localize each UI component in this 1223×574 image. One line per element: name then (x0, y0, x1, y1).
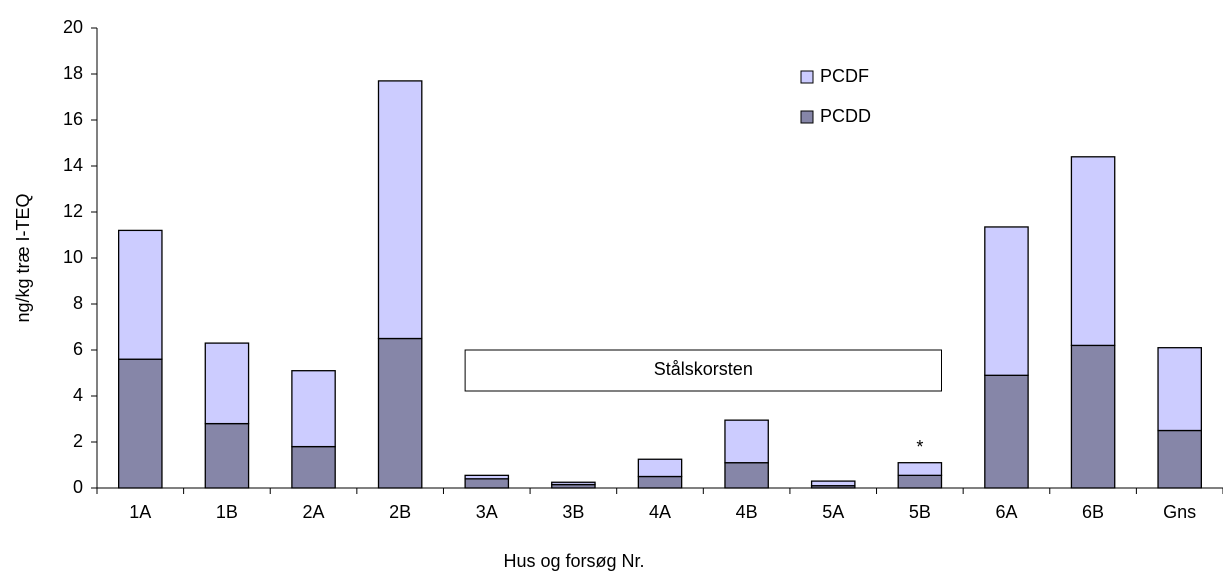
y-tick-label: 16 (63, 109, 83, 129)
x-tick-label: Gns (1163, 502, 1196, 522)
x-axis-label: Hus og forsøg Nr. (503, 551, 644, 571)
x-tick-label: 3A (476, 502, 498, 522)
bar-segment (377, 337, 423, 489)
annotation-note: * (916, 437, 923, 457)
bar-segment (1157, 429, 1202, 489)
bar-segment (377, 80, 423, 340)
bar-segment (897, 462, 943, 477)
x-tick-label: 6B (1082, 502, 1104, 522)
y-tick-label: 18 (63, 63, 83, 83)
y-tick-label: 14 (63, 155, 83, 175)
x-tick-label: 1A (129, 502, 151, 522)
y-tick-label: 0 (73, 477, 83, 497)
x-tick-label: 5B (909, 502, 931, 522)
annotation-box (464, 349, 942, 392)
y-tick-label: 2 (73, 431, 83, 451)
legend-swatch (800, 110, 814, 124)
bar-segment (637, 458, 683, 478)
bar-segment (291, 370, 336, 448)
x-tick-label: 6A (995, 502, 1017, 522)
legend-swatch (800, 70, 814, 84)
y-axis-label: ng/kg træ I-TEQ (13, 193, 33, 322)
bar-segment (204, 422, 250, 489)
x-tick-label: 4B (736, 502, 758, 522)
bar-segment (204, 342, 250, 425)
bar-segment (464, 474, 510, 480)
x-tick-label: 2A (303, 502, 325, 522)
x-tick-label: 2B (389, 502, 411, 522)
y-tick-label: 12 (63, 201, 83, 221)
bar-segment (1070, 156, 1116, 347)
bar-segment (724, 462, 769, 489)
y-tick-label: 6 (73, 339, 83, 359)
legend-label: PCDD (820, 106, 871, 126)
x-tick-label: 4A (649, 502, 671, 522)
bar-segment (118, 358, 163, 489)
x-tick-label: 5A (822, 502, 844, 522)
bar-segment (291, 445, 336, 489)
annotation-text: Stålskorsten (654, 359, 753, 379)
bar-segment (551, 481, 596, 486)
x-tick-label: 1B (216, 502, 238, 522)
bar-segment (464, 478, 510, 489)
y-tick-label: 4 (73, 385, 83, 405)
y-tick-label: 20 (63, 17, 83, 37)
bar-segment (810, 480, 856, 487)
y-tick-label: 8 (73, 293, 83, 313)
bar-segment (984, 374, 1029, 489)
y-tick-label: 10 (63, 247, 83, 267)
legend-label: PCDF (820, 66, 869, 86)
bar-segment (897, 474, 943, 489)
bar-segment (118, 229, 163, 360)
bar-segment (1157, 347, 1202, 432)
x-tick-label: 3B (562, 502, 584, 522)
bar-segment (984, 226, 1029, 376)
bar-segment (724, 419, 769, 464)
bar-segment (637, 475, 683, 489)
bar-segment (1070, 344, 1116, 489)
